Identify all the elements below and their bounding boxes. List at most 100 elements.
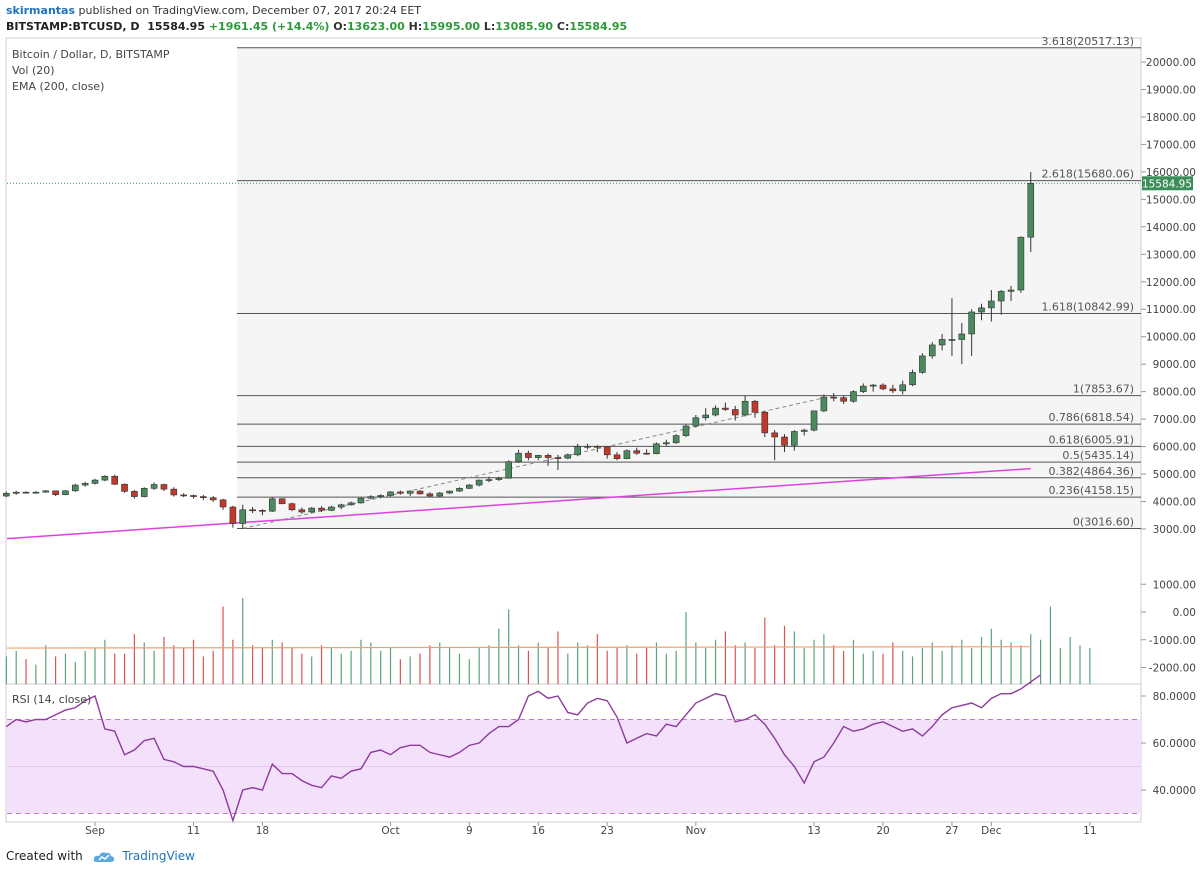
candle-body [268, 498, 276, 512]
candle-body [909, 372, 916, 386]
fib-level-label: 0.5(5435.14) [1062, 449, 1134, 462]
candle-body [475, 479, 483, 486]
price-tick-label: 7000.00 [1153, 414, 1196, 426]
candle-body [653, 443, 660, 455]
price-tick-label: 9000.00 [1153, 359, 1196, 371]
candle-body [771, 432, 778, 438]
candle-body [259, 510, 266, 512]
price-tick-label: 19000.00 [1146, 84, 1196, 96]
time-tick-label: Sep [85, 825, 105, 837]
candle-body [278, 498, 286, 505]
symbol-label: BITSTAMP:BTCUSD, D [6, 20, 140, 33]
rsi-band [7, 719, 1141, 814]
price-change: +1961.45 (+14.4%) [208, 20, 330, 33]
candle-body [170, 488, 178, 496]
candle-body [741, 400, 749, 416]
candle-body [465, 484, 473, 489]
footer: Created with TradingView [6, 849, 195, 864]
time-tick-label: 16 [532, 825, 546, 837]
candle-body [761, 411, 769, 434]
open-value: 13623.00 [347, 20, 405, 33]
candle-body [879, 384, 887, 390]
time-tick-label: Dec [981, 825, 1002, 837]
price-tag-box [1142, 176, 1193, 191]
candle-body [791, 431, 798, 446]
chart-header: skirmantas published on TradingView.com,… [0, 0, 1200, 38]
candle-body [574, 446, 581, 456]
candle-body [416, 490, 424, 495]
candle-body [928, 344, 936, 357]
candle-body [81, 483, 89, 486]
symbol-line: BITSTAMP:BTCUSD, D 15584.95 +1961.45 (+1… [6, 20, 627, 33]
price-tick-label: 6000.00 [1153, 442, 1196, 454]
time-axis[interactable]: Sep 11 18 Oct 9 16 23 Nov 13 20 27 Dec 11 [85, 822, 1097, 837]
fib-level-label: 0.786(6818.54) [1048, 411, 1134, 424]
volume-tick-label: 0.00 [1173, 607, 1196, 619]
candle-body [919, 355, 926, 373]
rsi-legend[interactable]: RSI (14, close) [12, 693, 91, 706]
price-tick-label: 13000.00 [1146, 249, 1196, 261]
last-price: 15584.95 [147, 20, 205, 33]
price-tick-label: 4000.00 [1153, 497, 1196, 509]
candle-body [978, 307, 985, 313]
candle-body [840, 397, 847, 402]
fib-levels[interactable]: 3.618(20517.13) 2.618(15680.06) 1.618(1084… [7, 35, 1141, 530]
high-value: 15995.00 [422, 20, 481, 33]
time-tick-label: 18 [256, 825, 269, 837]
candle-body [692, 417, 700, 427]
candle-body [387, 491, 394, 496]
candle-body [613, 454, 621, 459]
candle-body [42, 490, 50, 493]
fib-level-label: 0(3016.60) [1073, 516, 1134, 529]
candle-body [810, 410, 818, 431]
main-legend-title[interactable]: Bitcoin / Dollar, D, BITSTAMP [12, 48, 170, 61]
fib-shade [237, 47, 1141, 529]
candle-body [91, 479, 99, 484]
candle-body [229, 506, 237, 524]
candle-body [121, 483, 128, 492]
candle-body [859, 385, 867, 392]
candle-body [544, 455, 552, 458]
close-value: 15584.95 [569, 20, 628, 33]
price-tick-label: 12000.00 [1146, 277, 1196, 289]
vol-legend[interactable]: Vol (20) [12, 64, 55, 77]
candle-body [347, 502, 355, 506]
candle-body [515, 452, 522, 462]
candle-body [869, 384, 877, 387]
created-with-text: Created with [6, 849, 83, 863]
price-tick-label: 18000.00 [1146, 112, 1196, 124]
time-tick-label: 27 [945, 825, 958, 837]
candle-body [584, 446, 591, 448]
candle-body [525, 452, 532, 458]
fib-level-label: 1(7853.67) [1073, 383, 1134, 396]
candle-body [997, 291, 1005, 302]
candle-body [1007, 289, 1015, 292]
price-axis[interactable]: 3000.00 4000.00 5000.00 6000.00 7000.00 8000.… [1141, 57, 1196, 797]
candle-body [288, 503, 296, 511]
candle-body [958, 333, 966, 340]
candle-body [150, 484, 158, 489]
time-tick-label: 20 [876, 825, 889, 837]
candle-body [485, 479, 493, 481]
author-link[interactable]: skirmantas [6, 4, 76, 17]
candle-body [800, 429, 808, 432]
price-tick-label: 17000.00 [1146, 139, 1196, 151]
candle-body [200, 496, 207, 498]
candle-body [436, 492, 444, 497]
candle-body [505, 461, 513, 479]
candle-body [219, 499, 227, 508]
candle-body [702, 414, 710, 419]
candle-body [781, 436, 788, 446]
high-label: H: [408, 20, 423, 33]
rsi-line [5, 674, 1042, 823]
tradingview-brand-link[interactable]: TradingView [122, 849, 195, 863]
candle-body [712, 407, 719, 416]
candle-body [249, 509, 256, 512]
price-tick-label: 8000.00 [1153, 387, 1196, 399]
ema-200-curve [6, 467, 1031, 540]
candle-body [662, 442, 670, 445]
ema-legend[interactable]: EMA (200, close) [12, 80, 104, 93]
time-tick-label: 23 [601, 825, 614, 837]
candle-body [397, 491, 404, 494]
